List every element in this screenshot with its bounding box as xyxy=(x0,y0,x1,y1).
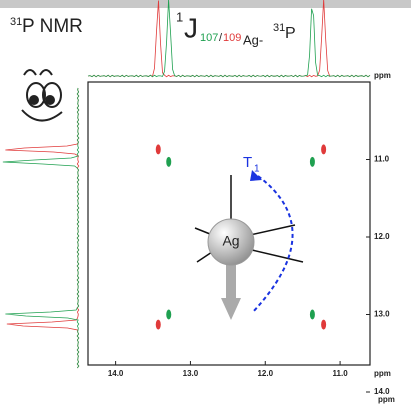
top-projection xyxy=(87,0,371,78)
peak xyxy=(309,156,315,167)
y-tick-label: 14.0 xyxy=(374,387,390,396)
smiley xyxy=(21,69,63,122)
ag-illustration xyxy=(194,170,304,320)
x-axis-label: ppm xyxy=(374,369,391,378)
peak xyxy=(321,319,327,330)
coupling-sup: 1 xyxy=(176,9,183,24)
coupling-green: 107 xyxy=(200,32,218,44)
left-projection xyxy=(5,87,80,369)
x-tick-label: 12.0 xyxy=(257,369,273,378)
x-tick-label: 14.0 xyxy=(108,369,124,378)
peak xyxy=(166,309,172,320)
coupling-p: P xyxy=(285,25,296,42)
coupling-ag: Ag- xyxy=(243,32,263,47)
title: P NMR xyxy=(22,16,83,37)
coupling-red: 109 xyxy=(223,32,241,44)
peak xyxy=(309,309,315,320)
x-tick-label: 13.0 xyxy=(183,369,199,378)
coupling-slash: / xyxy=(219,32,223,44)
coupling-j: J xyxy=(184,12,198,43)
relaxation-sub: 1 xyxy=(254,164,260,175)
relaxation-label: T xyxy=(243,154,252,171)
y-axis-label: ppm xyxy=(378,395,395,404)
atom-label: Ag xyxy=(222,233,239,249)
y-tick-label: 13.0 xyxy=(374,310,390,319)
peak xyxy=(155,319,161,330)
title-sup: 31 xyxy=(10,16,22,28)
plot-frame xyxy=(87,81,371,366)
x-tick-label: 11.0 xyxy=(333,369,349,378)
peak xyxy=(321,144,327,155)
left-projection xyxy=(2,87,80,369)
coupling-sup2: 31 xyxy=(273,22,285,34)
y-tick-label: 11.0 xyxy=(374,155,390,164)
projection-label: ppm xyxy=(374,71,391,80)
peak xyxy=(155,144,161,155)
top-bar xyxy=(0,0,411,8)
peak xyxy=(166,156,172,167)
y-tick-label: 12.0 xyxy=(374,232,390,241)
